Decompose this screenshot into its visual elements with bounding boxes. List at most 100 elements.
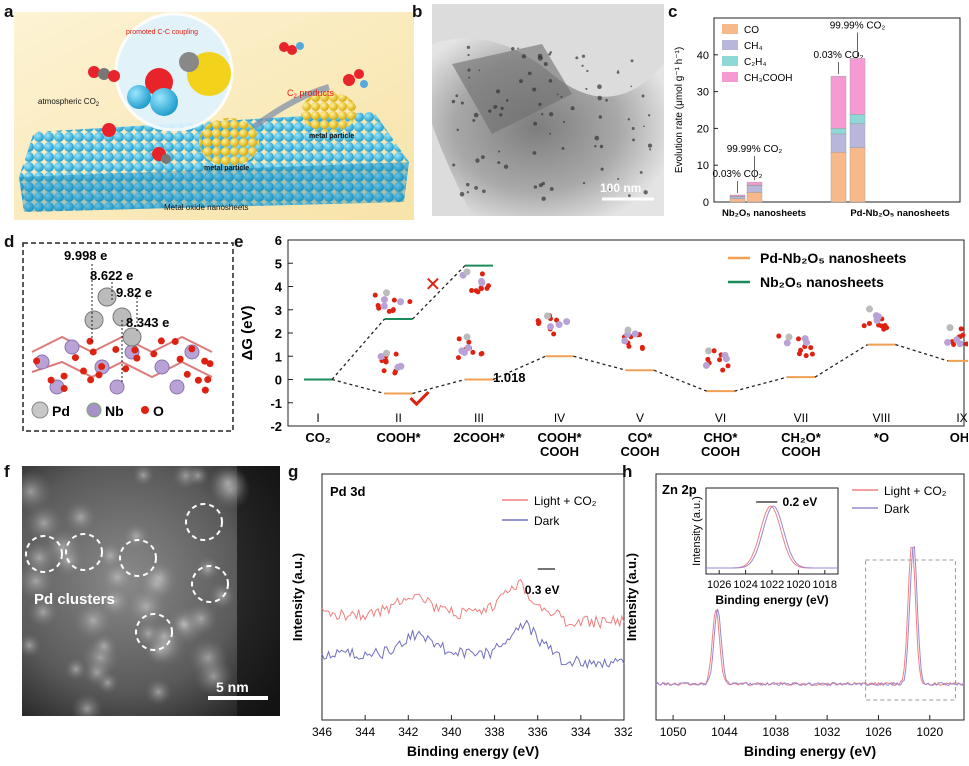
c-bar-seg — [849, 58, 866, 115]
h-xtick: 1026 — [865, 725, 892, 739]
g-xtick: 332 — [614, 725, 632, 739]
e-species: CO* — [628, 430, 654, 445]
e-step: III — [474, 411, 484, 425]
g-annotation: 0.3 eV — [525, 583, 560, 597]
panel-label-f: f — [4, 462, 10, 481]
cluster-circle-2 — [119, 539, 157, 577]
e-cross-icon: ✕ — [425, 274, 442, 296]
panel-d-structure: 9.998 e 8.622 e 9.82 e 8.343 e Pd Nb O — [22, 242, 234, 432]
c-legend-label: C₂H₄ — [744, 57, 766, 68]
g-xtick: 338 — [485, 725, 505, 739]
h-inset-ylabel: Intensity (a.u.) — [691, 496, 703, 566]
c-ytick: 40 — [697, 50, 709, 62]
e-ytick: 0 — [275, 373, 282, 388]
c-legend-label: CH₃COOH — [744, 73, 793, 84]
scale-bar-f: 5 nm — [216, 679, 249, 695]
g-legend-label: Dark — [534, 514, 560, 528]
e-step: II — [395, 411, 402, 425]
charge-2: 8.622 e — [90, 268, 133, 283]
panel-a-schematic: promoted C-C coupling atmospheric CO2 C2… — [14, 12, 414, 220]
h-xtick: 1044 — [711, 725, 738, 739]
panel-label-e: e — [234, 232, 244, 251]
metal-particle-1 — [199, 118, 259, 166]
h-title: Zn 2p — [662, 482, 697, 497]
e-step: I — [316, 411, 319, 425]
atm-co2-label: atmospheric CO2 — [38, 97, 100, 108]
c-bar-seg — [830, 75, 847, 129]
metal-particle-2 — [301, 92, 357, 132]
e-species: COOH — [701, 444, 740, 459]
c-ytick: 30 — [697, 87, 709, 99]
c-legend-label: CH₄ — [744, 41, 763, 52]
e-ytick: 5 — [275, 256, 282, 271]
h-xtick: 1050 — [660, 725, 687, 739]
metal-particle-label-1: metal particle — [204, 165, 249, 172]
panel-g-chart: 346 344 342 340 338 336 334 332 Binding energy (… — [290, 473, 632, 759]
panel-b-tem: 100 nm — [432, 4, 664, 216]
h-inset-xtick: 1018 — [813, 579, 837, 591]
e-species: OH* — [950, 430, 968, 445]
c-legend-label: CO — [744, 25, 759, 36]
e-ytick: 4 — [275, 280, 283, 295]
g-xlabel: Binding energy (eV) — [407, 743, 539, 759]
g-xtick: 334 — [571, 725, 591, 739]
h-legend-label: Dark — [884, 502, 910, 516]
c-bar-seg — [729, 198, 746, 203]
h-inset-xlabel: Binding energy (eV) — [715, 593, 828, 607]
e-species: CH₂O* — [781, 430, 822, 445]
cluster-circle-3 — [185, 503, 223, 541]
c-bar-seg — [746, 192, 763, 203]
cluster-circle-0 — [25, 535, 63, 573]
e-legend-label: Pd-Nb₂O₅ nanosheets — [760, 250, 907, 266]
e-step: IX — [956, 411, 967, 425]
c-bar-seg — [729, 196, 746, 199]
h-inset-annotation: 0.2 eV — [783, 495, 818, 509]
h-xtick: 1032 — [814, 725, 841, 739]
h-xlabel: Binding energy (eV) — [744, 743, 876, 759]
e-legend-label: Nb₂O₅ nanosheets — [760, 274, 884, 290]
g-ylabel: Intensity (a.u.) — [290, 553, 305, 641]
c-ylabel: Evolution rate (μmol g⁻¹ h⁻¹) — [674, 47, 685, 173]
e-step: VIII — [872, 411, 890, 425]
e-step: V — [636, 411, 644, 425]
metal-particle-label-2: metal particle — [309, 133, 354, 140]
c-legend-swatch — [722, 40, 738, 50]
e-step: VII — [794, 411, 809, 425]
coupling-label: promoted C-C coupling — [126, 29, 198, 36]
g-xtick: 342 — [398, 725, 418, 739]
legend-nb: Nb — [105, 403, 124, 419]
e-ytick: -2 — [270, 419, 282, 434]
c-legend-swatch — [722, 56, 738, 66]
c-group-1: Pd-Nb₂O₅ nanosheets — [850, 208, 949, 219]
e-species: COOH* — [376, 430, 421, 445]
c-bar-seg — [830, 133, 847, 153]
cluster-circle-1 — [65, 533, 103, 571]
e-species: COOH — [782, 444, 821, 459]
sheet-label: Metal oxide nanosheets — [164, 203, 249, 212]
g-xtick: 346 — [312, 725, 332, 739]
h-inset-xtick: 1024 — [733, 579, 757, 591]
h-inset-xtick: 1022 — [760, 579, 784, 591]
c-bar-label: 99.99% CO₂ — [830, 20, 886, 31]
panel-label-d: d — [4, 232, 15, 251]
c-group-0: Nb₂O₅ nanosheets — [722, 208, 806, 219]
panel-label-b: b — [412, 2, 423, 21]
e-check-icon — [409, 391, 430, 407]
g-series-light — [321, 578, 625, 630]
panel-h-chart: 1050 1044 1038 1032 1026 1020 Binding energy (… — [624, 473, 965, 759]
c2-products-label: C2 products — [287, 88, 334, 100]
e-ylabel: ΔG (eV) — [239, 306, 256, 361]
e-ytick: 2 — [275, 326, 282, 341]
c-bar-seg — [830, 152, 847, 203]
c-bar-seg — [849, 147, 866, 203]
scale-bar-b: 100 nm — [600, 181, 641, 195]
h-inset-xtick: 1020 — [786, 579, 810, 591]
h-xtick: 1038 — [762, 725, 789, 739]
c-bar-seg — [849, 114, 866, 124]
g-xtick: 336 — [528, 725, 548, 739]
pd-clusters-label: Pd clusters — [34, 591, 115, 608]
g-legend-label: Light + CO₂ — [534, 494, 597, 508]
panel-e-chart: -2 -1 0 1 2 3 4 5 6 ΔG (eV) I CO₂ II COOH* III 2COOH* IV… — [239, 233, 968, 459]
c-bar-seg — [729, 194, 746, 197]
e-step: IV — [554, 411, 565, 425]
